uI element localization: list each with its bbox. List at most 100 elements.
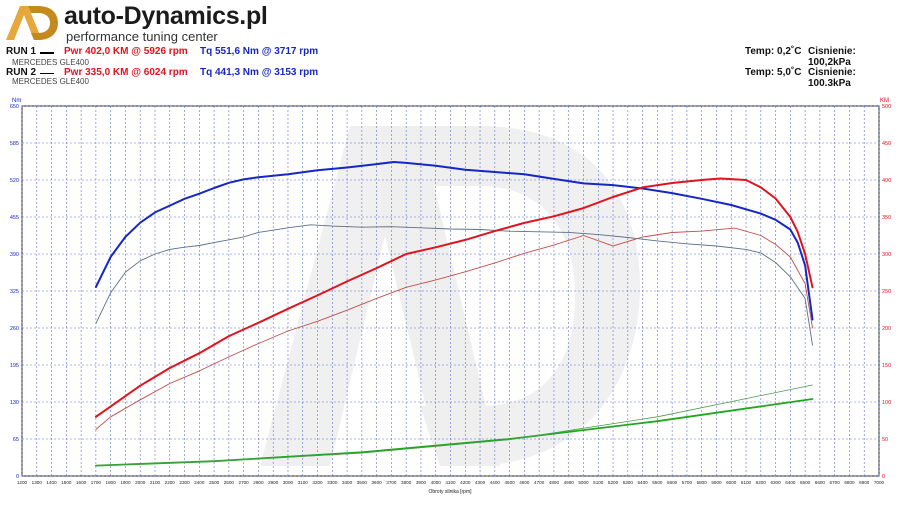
watermark-logo bbox=[260, 126, 640, 466]
right-tick-label: 150 bbox=[882, 363, 891, 369]
x-tick-label: 5800 bbox=[697, 480, 708, 485]
x-tick-label: 4300 bbox=[475, 480, 486, 485]
series-layer bbox=[94, 161, 814, 467]
run-1-label: RUN 1 bbox=[6, 46, 37, 57]
run-1-torque: Tq 551,6 Nm @ 3717 rpm bbox=[200, 46, 319, 57]
x-tick-label: 3300 bbox=[327, 480, 338, 485]
left-tick-label: 325 bbox=[10, 289, 19, 295]
x-tick-label: 5000 bbox=[578, 480, 589, 485]
x-tick-label: 2800 bbox=[253, 480, 264, 485]
x-tick-label: 6900 bbox=[859, 480, 870, 485]
x-tick-label: 4200 bbox=[460, 480, 471, 485]
x-axis-label: Obroty silnika [rpm] bbox=[428, 489, 472, 495]
x-tick-label: 6000 bbox=[726, 480, 737, 485]
x-tick-label: 3500 bbox=[357, 480, 368, 485]
run-2-temp: Temp: 5,0˚C bbox=[745, 67, 802, 78]
x-tick-label: 2200 bbox=[165, 480, 176, 485]
left-axis-label: Nm bbox=[12, 98, 21, 104]
right-tick-label: 350 bbox=[882, 215, 891, 221]
x-tick-label: 2100 bbox=[150, 480, 161, 485]
left-tick-label: 520 bbox=[10, 178, 19, 184]
x-tick-label: 1300 bbox=[32, 480, 43, 485]
x-tick-label: 2600 bbox=[224, 480, 235, 485]
series-line-loss2 bbox=[95, 384, 813, 467]
right-tick-label: 300 bbox=[882, 252, 891, 258]
x-tick-label: 6600 bbox=[815, 480, 826, 485]
x-tick-label: 4400 bbox=[490, 480, 501, 485]
run-2-label: RUN 2 bbox=[6, 67, 37, 78]
x-tick-label: 6500 bbox=[800, 480, 811, 485]
left-tick-label: 455 bbox=[10, 215, 19, 221]
x-tick-label: 4000 bbox=[431, 480, 442, 485]
x-tick-label: 6400 bbox=[785, 480, 796, 485]
x-tick-label: 3100 bbox=[298, 480, 309, 485]
x-tick-label: 6800 bbox=[844, 480, 855, 485]
x-tick-label: 3900 bbox=[416, 480, 427, 485]
right-tick-label: 250 bbox=[882, 289, 891, 295]
run-2-line-icon bbox=[40, 73, 54, 74]
run-2-torque: Tq 441,3 Nm @ 3153 rpm bbox=[200, 67, 319, 78]
run-1-pressure: Cisnienie: 100,2kPa bbox=[808, 46, 856, 68]
x-tick-label: 3200 bbox=[312, 480, 323, 485]
left-tick-label: 130 bbox=[10, 400, 19, 406]
series-line-torque2 bbox=[95, 224, 813, 346]
x-tick-label: 3700 bbox=[386, 480, 397, 485]
run-1-row: RUN 1 Pwr 402,0 KM @ 5926 rpm Tq 551,6 N… bbox=[0, 46, 900, 68]
x-tick-label: 1600 bbox=[76, 480, 87, 485]
x-tick-label: 3400 bbox=[342, 480, 353, 485]
right-tick-label: 0 bbox=[882, 474, 885, 480]
x-tick-label: 4700 bbox=[534, 480, 545, 485]
x-tick-label: 3600 bbox=[372, 480, 383, 485]
run-2-pressure: Cisnienie: 100,3kPa bbox=[808, 67, 856, 89]
x-tick-label: 1400 bbox=[46, 480, 57, 485]
run-1-line-icon bbox=[40, 52, 54, 54]
right-tick-label: 50 bbox=[882, 437, 888, 443]
x-tick-label: 6100 bbox=[741, 480, 752, 485]
x-tick-label: 5100 bbox=[593, 480, 604, 485]
x-tick-label: 5900 bbox=[711, 480, 722, 485]
x-tick-label: 2500 bbox=[209, 480, 220, 485]
x-tick-label: 5700 bbox=[682, 480, 693, 485]
left-tick-label: 585 bbox=[10, 141, 19, 147]
dyno-chart: 650 585 520 455 390 325 260 195 130 65 0 500 450 400… bbox=[0, 86, 900, 506]
left-tick-label: 260 bbox=[10, 326, 19, 332]
right-tick-label: 450 bbox=[882, 141, 891, 147]
brand-name: auto-Dynamics.pl bbox=[64, 2, 268, 30]
x-tick-label: 2400 bbox=[194, 480, 205, 485]
x-tick-label: 4900 bbox=[564, 480, 575, 485]
right-tick-label: 100 bbox=[882, 400, 891, 406]
x-tick-label: 5300 bbox=[623, 480, 634, 485]
right-tick-label: 500 bbox=[882, 104, 891, 110]
x-tick-label: 6700 bbox=[830, 480, 841, 485]
grid bbox=[21, 105, 880, 477]
x-tick-label: 4800 bbox=[549, 480, 560, 485]
left-tick-label: 0 bbox=[16, 474, 19, 480]
logo-mark-icon bbox=[4, 4, 60, 42]
right-axis-label: KM bbox=[880, 98, 889, 104]
run-2-car: MERCEDES GLE400 bbox=[12, 77, 89, 86]
x-tick-label: 3000 bbox=[283, 480, 294, 485]
left-tick-label: 65 bbox=[13, 437, 19, 443]
run-2-row: RUN 2 Pwr 335,0 KM @ 6024 rpm Tq 441,3 N… bbox=[0, 67, 900, 89]
x-tick-label: 2000 bbox=[135, 480, 146, 485]
x-tick-label: 5600 bbox=[667, 480, 678, 485]
x-tick-label: 1800 bbox=[106, 480, 117, 485]
x-tick-label: 1200 bbox=[17, 480, 28, 485]
x-tick-label: 7000 bbox=[874, 480, 885, 485]
series-line-torque1 bbox=[94, 161, 814, 321]
x-tick-label: 2900 bbox=[268, 480, 279, 485]
x-tick-label: 5500 bbox=[652, 480, 663, 485]
run-1-power: Pwr 402,0 KM @ 5926 rpm bbox=[64, 46, 188, 57]
x-tick-label: 6300 bbox=[770, 480, 781, 485]
run-2-power: Pwr 335,0 KM @ 6024 rpm bbox=[64, 67, 188, 78]
x-tick-label: 1500 bbox=[61, 480, 72, 485]
x-tick-label: 2700 bbox=[239, 480, 250, 485]
series-line-power2 bbox=[95, 227, 813, 430]
x-tick-label: 6200 bbox=[756, 480, 767, 485]
left-tick-label: 390 bbox=[10, 252, 19, 258]
run-1-car: MERCEDES GLE400 bbox=[12, 58, 89, 67]
x-tick-label: 1700 bbox=[91, 480, 102, 485]
x-tick-label: 2300 bbox=[179, 480, 190, 485]
